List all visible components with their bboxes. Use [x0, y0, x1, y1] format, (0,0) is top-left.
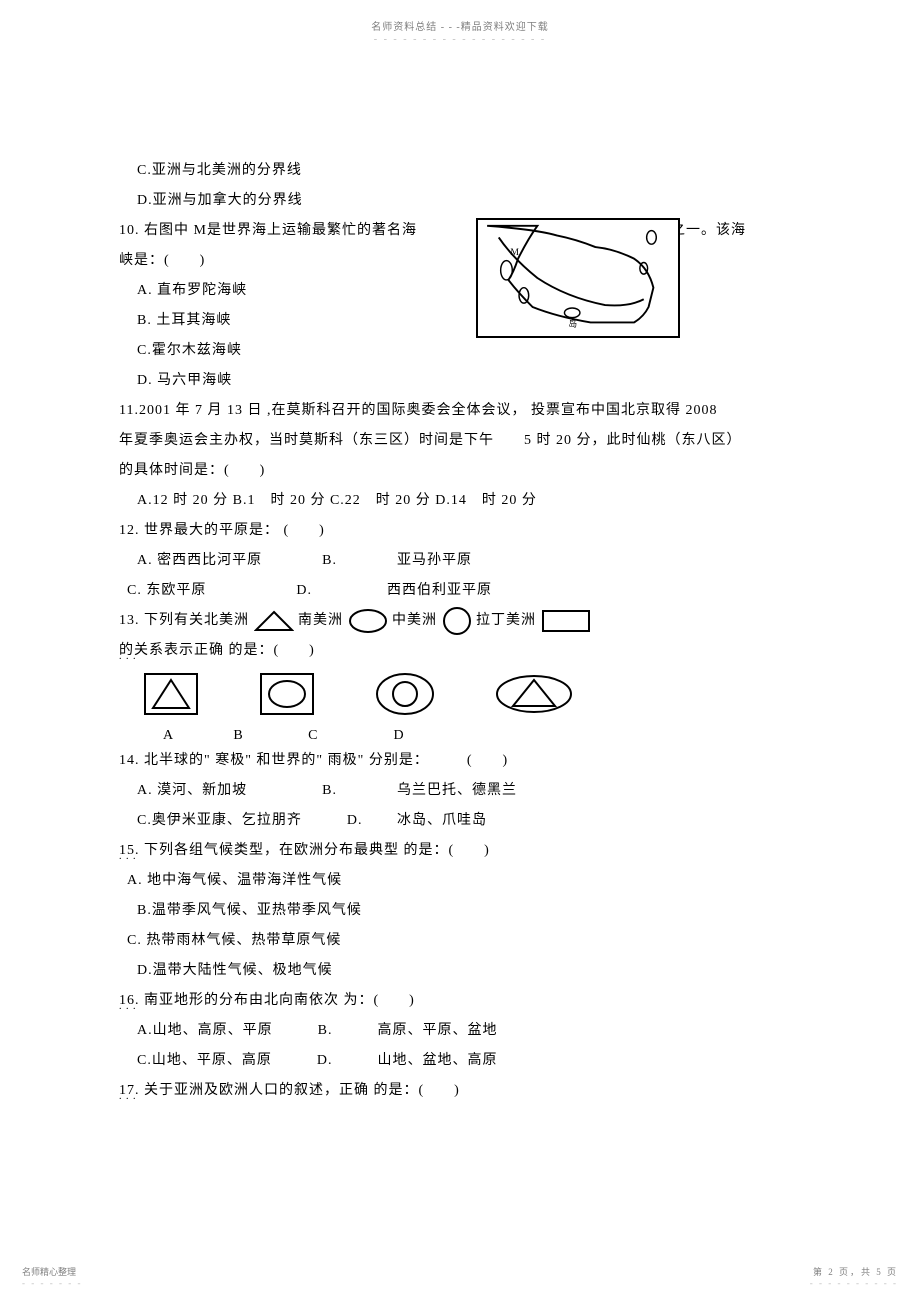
- header-dots: - - - - - - - - - - - - - - - - - -: [0, 34, 920, 45]
- q16: 16. 南亚地形的分布由北向南依次 为：( ): [119, 986, 814, 1016]
- q15: 15. 下列各组气候类型，在欧洲分布最典型 的是：( ): [119, 836, 814, 866]
- q15-b: B.温带季风气候、亚热带季风气候: [119, 896, 814, 926]
- circle-icon: [442, 606, 472, 636]
- q10-line1: 10. 右图中 M是世界海上运输最繁忙的著名海 峡之一。该海: [119, 216, 814, 246]
- footer-left: 名师精心整理: [22, 1265, 76, 1278]
- q13-text-b: 南美洲: [298, 613, 343, 628]
- q16-ab: A.山地、高原、平原 B. 高原、平原、盆地: [119, 1016, 814, 1046]
- q13-text-f: 的是：( ): [229, 643, 315, 658]
- q11-options: A.12 时 20 分 B.1 时 20 分 C.22 时 20 分 D.14 …: [119, 486, 814, 516]
- q15-c: C. 热带雨林气候、热带草原气候: [119, 926, 814, 956]
- header-title: 名师资料总结 - - -精品资料欢迎下载: [0, 18, 920, 33]
- map-figure: M 岛: [476, 218, 680, 338]
- q17-text-a: 17. 关于亚洲及欧洲人口的叙述，正确: [119, 1076, 369, 1106]
- q11-line1: 11.2001 年 7 月 13 日 ,在莫斯科召开的国际奥委会全体会议， 投票…: [119, 396, 814, 426]
- q15-a: A. 地中海气候、温带海洋性气候: [119, 866, 814, 896]
- q10-opt-d: D. 马六甲海峡: [119, 366, 814, 396]
- q16-cd: C.山地、平原、高原 D. 山地、盆地、高原: [119, 1046, 814, 1076]
- q10-opt-a: A. 直布罗陀海峡: [119, 276, 814, 306]
- q11-line3: 的具体时间是：( ): [119, 456, 814, 486]
- q11-line2: 年夏季奥运会主办权，当时莫斯科（东三区）时间是下午 5 时 20 分，此时仙桃（…: [119, 426, 814, 456]
- q12-cd: C. 东欧平原 D. 西西伯利亚平原: [119, 576, 814, 606]
- q10-opt-c: C.霍尔木兹海峡: [119, 336, 814, 366]
- shape-d: [495, 674, 573, 714]
- q12: 12. 世界最大的平原是： ( ): [119, 516, 814, 546]
- q13-line1: 13. 下列有关北美洲 南美洲 中美洲 拉丁美洲: [119, 606, 814, 636]
- q13-text-e: 的关系表示正确: [119, 636, 224, 666]
- q13-text-d: 拉丁美洲: [476, 613, 536, 628]
- q10-opt-b: B. 土耳其海峡: [119, 306, 814, 336]
- page-header: 名师资料总结 - - -精品资料欢迎下载 - - - - - - - - - -…: [0, 18, 920, 45]
- rect-icon: [541, 609, 591, 633]
- q13-labels: A B C D: [119, 724, 814, 744]
- q17: 17. 关于亚洲及欧洲人口的叙述，正确 的是：( ): [119, 1076, 814, 1106]
- triangle-icon: [254, 610, 294, 632]
- ellipse-icon: [348, 608, 388, 634]
- q17-text-b: 的是：( ): [374, 1083, 460, 1098]
- q13-line2: 的关系表示正确 的是：( ): [119, 636, 814, 666]
- q14: 14. 北半球的" 寒极" 和世界的" 雨极" 分别是： ( ): [119, 746, 814, 776]
- q16-text-b: 为：( ): [344, 993, 415, 1008]
- q15-text-a: 15. 下列各组气候类型，在欧洲分布最典型: [119, 836, 399, 866]
- strait-map-icon: M 岛: [478, 220, 678, 336]
- shape-a: [143, 672, 199, 716]
- q16-text-a: 16. 南亚地形的分布由北向南依次: [119, 986, 339, 1016]
- q13-text-a: 13. 下列有关北美洲: [119, 613, 249, 628]
- footer-left-dots: - - - - - - -: [22, 1278, 82, 1288]
- shape-b: [259, 672, 315, 716]
- footer-right: 第 2 页，共 5 页: [813, 1265, 898, 1278]
- option-c: C.亚洲与北美洲的分界线: [119, 156, 814, 186]
- svg-text:岛: 岛: [568, 317, 577, 328]
- q15-d: D.温带大陆性气候、极地气候: [119, 956, 814, 986]
- q14-cd: C.奥伊米亚康、乞拉朋齐 D. 冰岛、爪哇岛: [119, 806, 814, 836]
- q10-text-a: 10. 右图中 M是世界海上运输最繁忙的著名海: [119, 223, 417, 238]
- q14-ab: A. 漠河、新加坡 B. 乌兰巴托、德黑兰: [119, 776, 814, 806]
- footer-right-dots: - - - - - - - - - -: [810, 1278, 898, 1288]
- svg-text:M: M: [510, 247, 519, 258]
- q13-shapes-row: [119, 672, 814, 716]
- q12-ab: A. 密西西比河平原 B. 亚马孙平原: [119, 546, 814, 576]
- q13-text-c: 中美洲: [392, 613, 437, 628]
- option-d: D.亚洲与加拿大的分界线: [119, 186, 814, 216]
- document-body: C.亚洲与北美洲的分界线 D.亚洲与加拿大的分界线 10. 右图中 M是世界海上…: [119, 156, 814, 1106]
- q15-text-b: 的是：( ): [404, 843, 490, 858]
- shape-c: [375, 672, 435, 716]
- q10-line2: 峡是：( ): [119, 246, 814, 276]
